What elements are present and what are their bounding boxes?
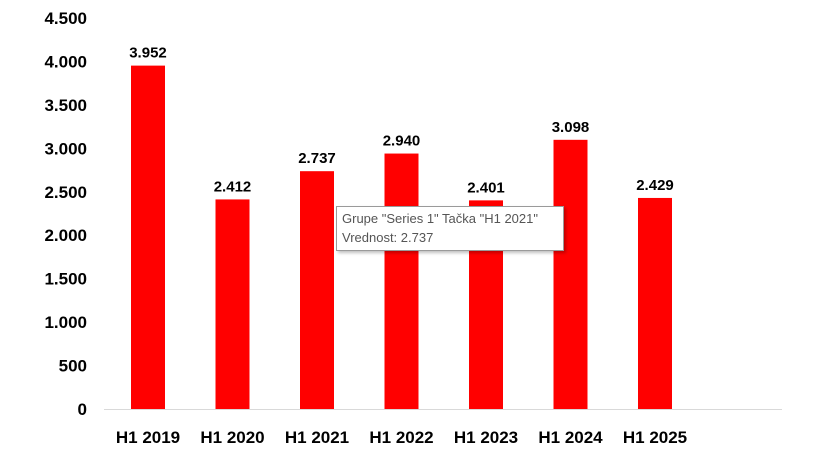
bar-h1-2020[interactable] bbox=[215, 199, 250, 409]
y-axis: 0 500 1.000 1.500 2.000 2.500 3.000 3.500 4.000 4… bbox=[44, 9, 87, 419]
data-label: 2.412 bbox=[214, 178, 252, 195]
bar-h1-2022[interactable] bbox=[384, 153, 419, 409]
y-tick-label: 2.000 bbox=[44, 226, 87, 245]
y-tick-label: 3.000 bbox=[44, 139, 87, 158]
data-label: 2.429 bbox=[636, 177, 674, 194]
bar-h1-2025[interactable] bbox=[638, 197, 672, 409]
x-axis: H1 2019 H1 2020 H1 2021 H1 2022 H1 2023 H1 20… bbox=[116, 428, 687, 447]
tooltip-series-point: Grupe "Series 1" Tačka "H1 2021" bbox=[342, 211, 538, 226]
y-tick-label: 1.000 bbox=[44, 313, 87, 332]
y-tick-label: 500 bbox=[59, 357, 87, 376]
x-tick-label: H1 2021 bbox=[285, 428, 349, 447]
data-label: 2.401 bbox=[467, 179, 505, 196]
tooltip-value: Vrednost: 2.737 bbox=[342, 230, 434, 245]
chart-tooltip: Grupe "Series 1" Tačka "H1 2021" Vrednos… bbox=[336, 206, 564, 251]
x-tick-label: H1 2020 bbox=[200, 428, 264, 447]
data-label: 3.952 bbox=[129, 45, 167, 62]
data-label: 2.737 bbox=[298, 150, 336, 167]
x-tick-label: H1 2023 bbox=[454, 428, 518, 447]
y-tick-label: 4.000 bbox=[44, 52, 87, 71]
y-tick-label: 0 bbox=[78, 400, 87, 419]
x-tick-label: H1 2024 bbox=[538, 428, 603, 447]
bar-h1-2024[interactable] bbox=[553, 139, 588, 409]
data-labels: 3.952 2.412 2.737 2.940 2.401 3.098 2.429 bbox=[129, 45, 674, 197]
bar-h1-2019[interactable] bbox=[131, 65, 165, 409]
y-tick-label: 3.500 bbox=[44, 96, 87, 115]
y-tick-label: 1.500 bbox=[44, 270, 87, 289]
y-tick-label: 2.500 bbox=[44, 183, 87, 202]
x-tick-label: H1 2019 bbox=[116, 428, 180, 447]
data-label: 3.098 bbox=[552, 119, 590, 136]
x-tick-label: H1 2022 bbox=[369, 428, 433, 447]
bar-h1-2021[interactable] bbox=[300, 171, 334, 409]
data-label: 2.940 bbox=[383, 133, 421, 150]
x-tick-label: H1 2025 bbox=[623, 428, 687, 447]
y-tick-label: 4.500 bbox=[44, 9, 87, 28]
